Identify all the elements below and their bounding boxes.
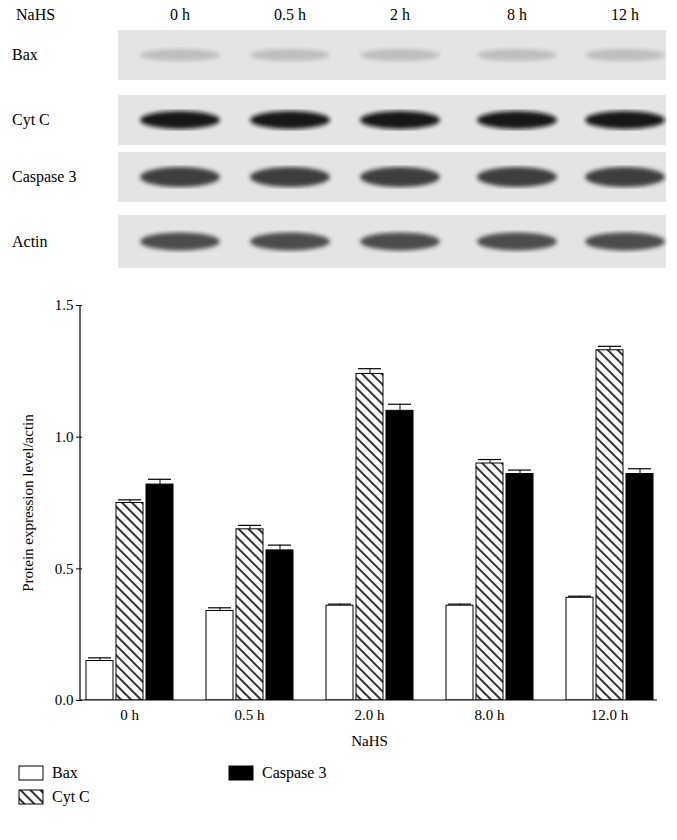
- svg-text:Caspase 3: Caspase 3: [12, 168, 76, 186]
- svg-text:0.5: 0.5: [55, 561, 74, 577]
- html-text:Caspase 3: Caspase 3: [262, 764, 327, 781]
- svg-text:NaHS: NaHS: [351, 733, 388, 749]
- svg-text:0.5 h: 0.5 h: [235, 707, 266, 723]
- svg-text:1.5: 1.5: [55, 297, 74, 313]
- svg-text:Cyt C: Cyt C: [12, 111, 50, 129]
- svg-text:Bax: Bax: [12, 46, 38, 63]
- svg-text:12.0 h: 12.0 h: [591, 707, 629, 723]
- svg-text:NaHS: NaHS: [16, 6, 55, 23]
- svg-text:2 h: 2 h: [390, 6, 410, 23]
- svg-text:1.0: 1.0: [55, 429, 74, 445]
- svg-text:2.0 h: 2.0 h: [355, 707, 386, 723]
- svg-text:12 h: 12 h: [611, 6, 639, 23]
- svg-text:8.0 h: 8.0 h: [475, 707, 506, 723]
- html-text:Cyt C: Cyt C: [52, 788, 90, 805]
- html-text:Bax: Bax: [52, 764, 78, 781]
- svg-text:0 h: 0 h: [120, 707, 139, 723]
- svg-text:0 h: 0 h: [170, 6, 190, 23]
- svg-text:0.0: 0.0: [55, 692, 74, 708]
- svg-text:Protein expression level/actin: Protein expression level/actin: [20, 414, 36, 592]
- svg-text:8 h: 8 h: [507, 6, 527, 23]
- svg-text:0.5 h: 0.5 h: [274, 6, 306, 23]
- svg-text:Actin: Actin: [12, 233, 48, 250]
